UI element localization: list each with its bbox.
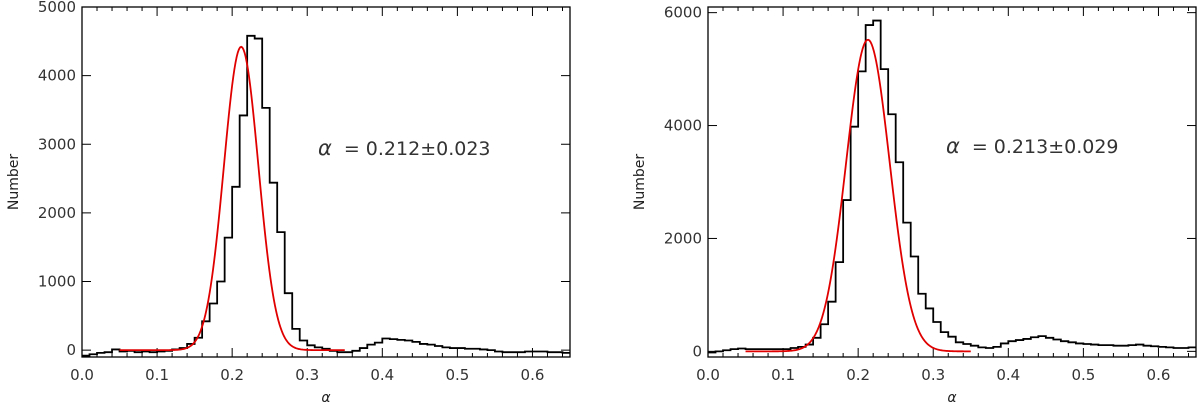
y-axis-title: Number [6, 154, 22, 210]
y-tick-label: 4000 [38, 67, 76, 85]
y-tick-label: 2000 [38, 204, 76, 222]
x-axis-title: α [321, 390, 331, 406]
chart-panel-2: 0.0 0.1 0.2 0.3 0.4 0.5 0.6 0 2000 4000 6000 α Numbe… [632, 4, 1197, 406]
fit-value-text: = 0.213±0.029 [972, 136, 1119, 158]
gaussian-fit-curve [119, 45, 345, 352]
gaussian-fit-curve [745, 38, 971, 353]
plot-frame [81, 6, 571, 358]
y-tick-label: 1000 [38, 273, 76, 291]
histogram-series [708, 19, 1196, 354]
y-tick-label: 4000 [664, 117, 702, 135]
plot-frame [707, 6, 1197, 358]
y-tick-label: 0 [692, 342, 702, 360]
x-axis-title: α [947, 390, 957, 406]
y-tick-label: 3000 [38, 135, 76, 153]
y-axis-title: Number [632, 154, 648, 210]
x-tick-label: 0.2 [220, 366, 244, 384]
x-tick-label: 0.0 [696, 366, 720, 384]
x-tick-label: 0.4 [996, 366, 1020, 384]
x-tick-label: 0.5 [445, 366, 469, 384]
x-tick-label: 0.6 [521, 366, 545, 384]
fit-annotation: α = 0.213±0.029 [946, 134, 1119, 158]
x-tick-label: 0.4 [370, 366, 394, 384]
histogram-series [82, 34, 570, 357]
x-tick-label: 0.2 [846, 366, 870, 384]
x-tick-label: 0.3 [921, 366, 945, 384]
chart-panel-1: 0.0 0.1 0.2 0.3 0.4 0.5 0.6 0 1000 2000 3000 4000 50… [6, 0, 571, 406]
fit-value-text: = 0.212±0.023 [344, 138, 491, 160]
y-tick-label: 0 [66, 341, 76, 359]
x-tick-label: 0.0 [70, 366, 94, 384]
x-tick-label: 0.1 [145, 366, 169, 384]
x-tick-label: 0.5 [1071, 366, 1095, 384]
fit-annotation: α = 0.212±0.023 [318, 136, 491, 160]
y-tick-label: 5000 [38, 0, 76, 16]
x-tick-label: 0.1 [771, 366, 795, 384]
x-tick-label: 0.6 [1147, 366, 1171, 384]
x-tick-label: 0.3 [295, 366, 319, 384]
y-tick-label: 2000 [664, 229, 702, 247]
alpha-symbol: α [946, 134, 960, 158]
alpha-symbol: α [318, 136, 332, 160]
y-tick-label: 6000 [664, 4, 702, 22]
